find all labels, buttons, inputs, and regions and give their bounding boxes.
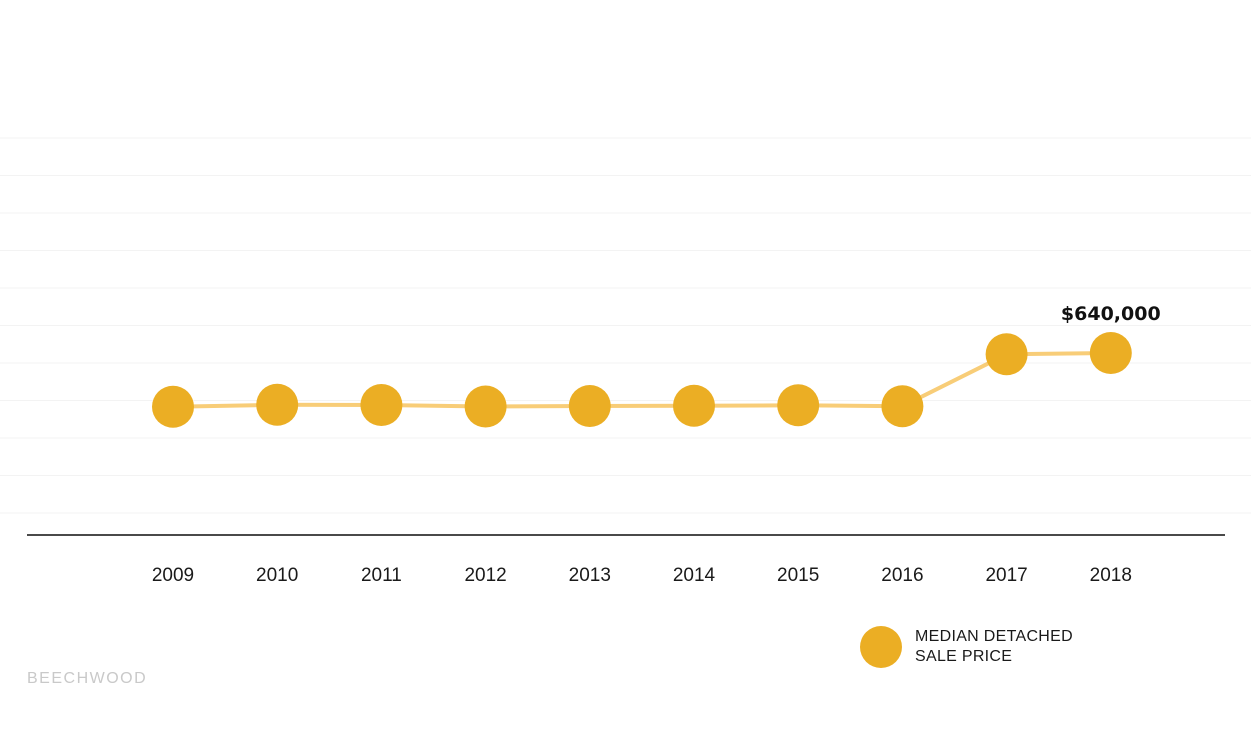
x-tick-label-2014: 2014 xyxy=(673,565,716,586)
data-point-2015 xyxy=(777,384,820,427)
legend-marker-icon xyxy=(860,626,902,668)
data-point-2017 xyxy=(985,333,1028,376)
data-label-2018: $640,000 xyxy=(1061,303,1161,325)
x-tick-label-2018: 2018 xyxy=(1090,565,1132,586)
data-point-2011 xyxy=(360,384,403,426)
legend-label: MEDIAN DETACHED SALE PRICE xyxy=(915,627,1073,667)
x-tick-label-2009: 2009 xyxy=(152,565,194,586)
x-tick-label-2012: 2012 xyxy=(464,565,506,586)
x-tick-labels: 2009 2010 2011 2012 2013 2014 2015 2016 2017 2018 xyxy=(152,565,1132,586)
data-labels: $640,000 xyxy=(1061,303,1161,325)
data-point-2016 xyxy=(881,385,924,428)
series-line xyxy=(172,351,1111,409)
legend-label-line-1: MEDIAN DETACHED xyxy=(915,628,1073,645)
data-point-2010 xyxy=(256,383,299,426)
x-tick-label-2010: 2010 xyxy=(256,565,298,586)
x-tick-label-2016: 2016 xyxy=(881,565,923,586)
data-points xyxy=(152,332,1132,428)
gridlines xyxy=(0,137,1251,514)
legend-label-line-2: SALE PRICE xyxy=(915,648,1013,665)
data-point-2012 xyxy=(464,385,507,428)
x-tick-label-2017: 2017 xyxy=(985,565,1027,586)
legend: MEDIAN DETACHED SALE PRICE xyxy=(860,626,1073,668)
data-point-2009 xyxy=(152,385,194,428)
x-tick-label-2015: 2015 xyxy=(777,565,819,586)
data-point-2014 xyxy=(673,384,715,427)
data-point-2018 xyxy=(1089,332,1132,374)
x-tick-label-2013: 2013 xyxy=(569,565,611,586)
data-point-2013 xyxy=(568,385,611,427)
x-tick-label-2011: 2011 xyxy=(361,565,402,586)
brand-wordmark: BEECHWOOD xyxy=(27,670,148,687)
